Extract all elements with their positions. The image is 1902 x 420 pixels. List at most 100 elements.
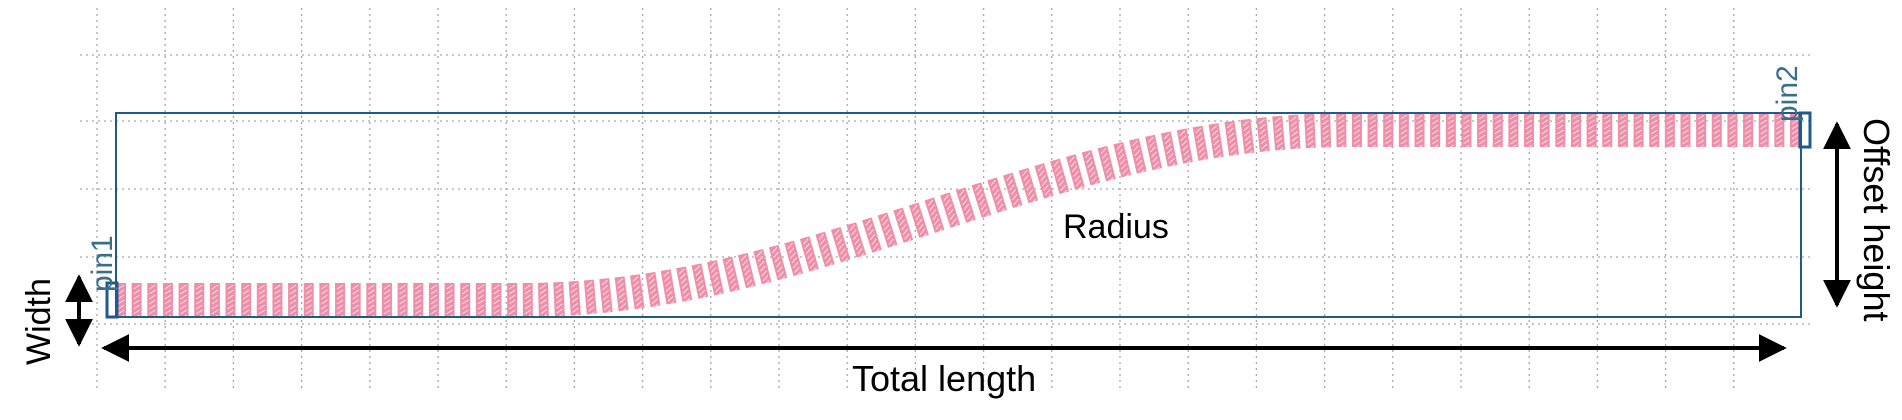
waveguide-segment-hatch [1541,114,1548,150]
waveguide-segment-body [924,197,945,233]
waveguide-segment-hatch [1337,114,1345,150]
waveguide-segment-body [568,280,581,316]
waveguide-segment-body [846,222,867,258]
waveguide-segment-body [660,269,677,305]
waveguide-segment-hatch [849,224,864,260]
waveguide-segment-body [1664,113,1675,147]
waveguide-segment-hatch [1744,114,1752,150]
waveguide-segment [1727,113,1738,150]
waveguide-segment [1570,113,1581,150]
waveguide-segment-hatch [1494,114,1502,150]
waveguide-segment [1555,113,1566,150]
waveguide-segment [131,283,142,320]
waveguide-segment-hatch [1572,114,1580,150]
waveguide-segment [537,282,549,320]
waveguide-segment [1524,113,1535,150]
waveguide-segment-body [645,271,661,308]
width-label: Width [20,278,58,365]
waveguide-segment-hatch [1650,114,1658,150]
waveguide-segment-hatch [1100,147,1114,184]
waveguide-segment-body [862,217,882,253]
waveguide-segment [507,283,518,320]
waveguide-segment-body [319,283,330,317]
waveguide-segment-hatch [1713,114,1721,150]
waveguide-segment-hatch [834,229,849,265]
waveguide-segment-body [722,256,740,292]
waveguide-segment-hatch [1416,114,1423,150]
waveguide-segment-hatch [1776,114,1783,150]
waveguide-segment-hatch [1603,114,1611,150]
waveguide-segment [940,192,961,230]
waveguide-segment [1477,113,1488,150]
waveguide-segment-hatch [1525,114,1533,150]
waveguide-segment-body [1524,113,1535,147]
waveguide-segment-body [147,283,158,317]
waveguide-segment-hatch [912,204,927,240]
waveguide-segment-hatch [1619,114,1627,150]
waveguide-segment-hatch [1463,114,1470,150]
waveguide-segment-body [491,283,502,317]
waveguide-segment-hatch [1760,114,1767,150]
waveguide-segment-body [1696,113,1707,147]
waveguide-segment-hatch [1400,114,1408,150]
waveguide-segment [1649,113,1660,150]
waveguide-segment [256,283,267,320]
waveguide-segment [288,283,299,320]
waveguide-segment [924,197,945,235]
waveguide-segment-hatch [1697,114,1705,150]
waveguide-segment-hatch [663,271,675,307]
waveguide-segment-hatch [1069,156,1083,192]
waveguide-segment [629,274,645,312]
waveguide-segment-body [629,274,645,310]
waveguide-segment-body [1586,113,1597,147]
waveguide-segment [1774,113,1785,150]
waveguide-segment-hatch [1666,114,1674,150]
waveguide-segment [1336,112,1347,150]
waveguide-segment-hatch [368,284,375,320]
waveguide-segment-hatch [1447,114,1455,150]
waveguide-segment-hatch [1084,152,1099,188]
waveguide-segment-hatch [117,284,125,320]
waveguide-segment-hatch [1179,130,1191,166]
waveguide-segment-body [116,283,126,317]
waveguide-segment-hatch [1021,170,1036,205]
waveguide-segment [1617,113,1628,150]
waveguide-segment-hatch [1195,127,1207,163]
waveguide-segment-hatch [1682,114,1689,150]
waveguide-segment-body [1727,113,1738,147]
waveguide-segment [691,263,709,301]
waveguide-segment [460,283,471,320]
waveguide-segment-hatch [352,284,359,320]
background-grid [80,8,1812,388]
waveguide-segment-hatch [818,233,833,269]
waveguide-segment-hatch [709,262,722,298]
waveguide-segment-hatch [508,284,516,320]
waveguide-segment [660,269,677,307]
waveguide-segment-hatch [1211,125,1222,161]
waveguide-segment-body [1617,113,1628,147]
waveguide-segment-body [1176,128,1193,164]
waveguide-segment [1633,113,1644,150]
radius-label: Radius [1063,208,1169,246]
waveguide-segment-hatch [1306,115,1315,151]
waveguide-segments [116,112,1800,320]
waveguide-segment-body [303,283,314,317]
waveguide-segment [335,283,346,320]
waveguide-segment-body [583,279,597,315]
waveguide-segment-body [1050,158,1070,195]
waveguide-segment-body [1065,154,1085,190]
waveguide-segment-hatch [974,184,990,220]
waveguide-segment-body [987,177,1007,213]
waveguide-segment-body [1097,145,1116,182]
waveguide-segment [707,260,724,298]
waveguide-segment [1586,113,1597,150]
waveguide-segment-hatch [133,284,140,320]
waveguide-segment-hatch [164,284,172,320]
waveguide-segment-hatch [927,199,943,235]
waveguide-segment-hatch [740,254,754,291]
waveguide-segment [1113,141,1132,180]
waveguide-segment-body [1633,113,1644,147]
waveguide-segment-hatch [383,284,391,320]
waveguide-segment-body [131,283,142,317]
waveguide-segment-body [194,283,205,317]
